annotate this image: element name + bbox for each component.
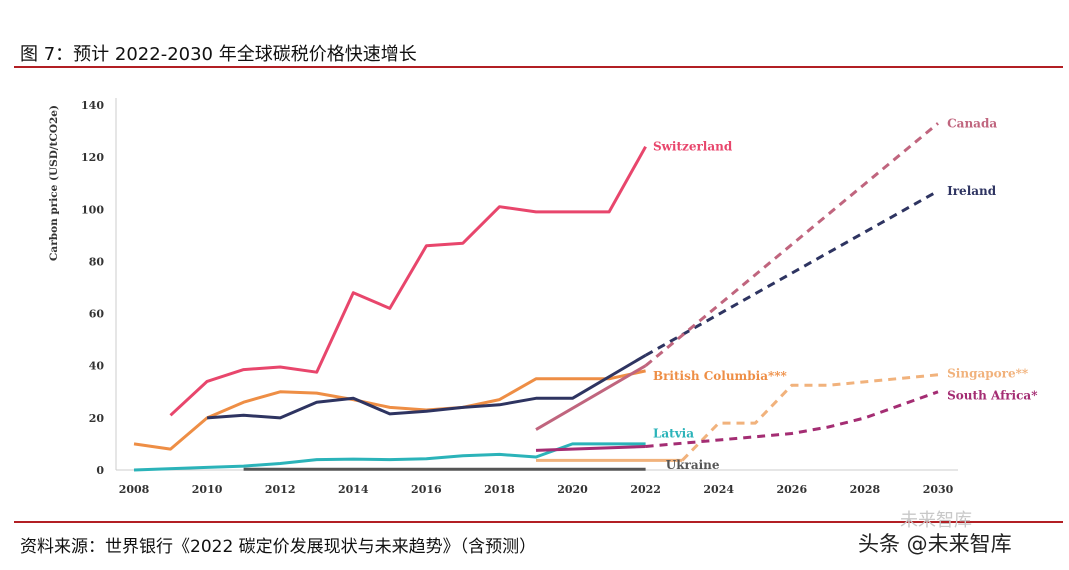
series-label-canada: Canada xyxy=(947,116,997,130)
y-tick-label: 0 xyxy=(96,464,104,477)
series-line-singapore-projection xyxy=(681,373,939,462)
chart-series xyxy=(133,122,939,472)
x-tick-label: 2018 xyxy=(484,483,515,496)
series-line-canada-projection xyxy=(644,122,939,367)
y-tick-label: 80 xyxy=(89,255,105,268)
series-line-british-columbia xyxy=(133,369,646,451)
y-tick-label: 20 xyxy=(89,412,105,425)
x-tick-label: 2024 xyxy=(703,483,734,496)
x-tick-label: 2022 xyxy=(630,483,661,496)
series-line-south-africa-projection xyxy=(645,390,939,448)
top-rule xyxy=(14,66,1063,68)
x-tick-label: 2030 xyxy=(923,483,954,496)
x-tick-label: 2020 xyxy=(557,483,588,496)
series-line-ireland xyxy=(206,354,647,420)
x-tick-label: 2028 xyxy=(850,483,881,496)
series-line-canada xyxy=(535,364,647,431)
chart-axes: 0 20 40 60 80 100 120 140 2008 2010 2012 2014 2016 20… xyxy=(48,98,958,496)
series-label-latvia: Latvia xyxy=(653,427,694,441)
x-tick-label: 2014 xyxy=(338,483,369,496)
series-label-singapore: Singapore** xyxy=(947,367,1029,381)
series-label-ireland: Ireland xyxy=(947,184,997,198)
series-line-switzerland xyxy=(169,145,647,417)
y-tick-label: 140 xyxy=(81,99,104,112)
x-tick-label: 2016 xyxy=(411,483,442,496)
series-label-british-columbia: British Columbia*** xyxy=(653,369,788,383)
x-tick-label: 2010 xyxy=(192,483,223,496)
carbon-price-chart: 0 20 40 60 80 100 120 140 2008 2010 2012 2014 2016 20… xyxy=(48,98,1038,496)
y-tick-label: 40 xyxy=(89,360,105,373)
series-line-south-africa xyxy=(535,445,646,452)
watermark-faint: 未来智库 xyxy=(900,510,972,531)
series-label-ukraine: Ukraine xyxy=(666,458,720,472)
series-label-south-africa: South Africa* xyxy=(947,389,1038,403)
series-label-switzerland: Switzerland xyxy=(653,140,733,154)
y-tick-label: 100 xyxy=(81,203,104,216)
figure-title: 图 7：预计 2022-2030 年全球碳税价格快速增长 xyxy=(20,44,417,65)
y-tick-label: 60 xyxy=(89,308,105,321)
chart-series-labels: Switzerland Canada Ireland British Columbia… xyxy=(653,116,1038,472)
x-tick-label: 2012 xyxy=(265,483,296,496)
watermark: 头条 @未来智库 xyxy=(858,532,1012,556)
bottom-rule xyxy=(14,521,1063,523)
y-axis-label: Carbon price (USD/tCO2e) xyxy=(48,105,60,261)
source-note: 资料来源：世界银行《2022 碳定价发展现状与未来趋势》（含预测） xyxy=(20,537,537,557)
x-tick-label: 2008 xyxy=(119,483,150,496)
y-tick-label: 120 xyxy=(81,151,104,164)
x-tick-label: 2026 xyxy=(777,483,808,496)
series-line-latvia xyxy=(133,442,646,472)
